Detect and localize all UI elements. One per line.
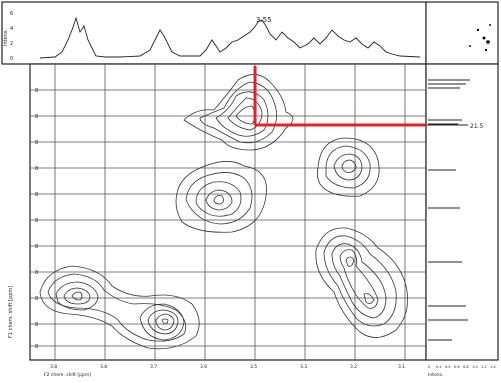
right-tick-label: 0.8 bbox=[463, 365, 469, 369]
contour-peak bbox=[316, 137, 380, 197]
main-2d-panel[interactable] bbox=[29, 63, 427, 361]
left-tick-label: 8 bbox=[35, 322, 38, 328]
bottom-tick-label: 3.8 bbox=[100, 364, 107, 370]
contour-peak bbox=[39, 265, 200, 350]
top-tick-label: 6 bbox=[10, 11, 13, 17]
right-tick-label: 0.2 bbox=[436, 365, 442, 369]
corner-noise bbox=[469, 24, 491, 52]
peak-marker-lines[interactable] bbox=[253, 66, 426, 127]
contour-peak bbox=[175, 161, 267, 233]
bottom-tick-label: 3.3 bbox=[300, 364, 307, 370]
left-tick-label: 8 bbox=[35, 114, 38, 120]
right-projection-panel bbox=[425, 63, 499, 361]
bottom-tick-label: 3.2 bbox=[350, 364, 357, 370]
left-tick-label: 8 bbox=[35, 166, 38, 172]
top-tick-label: 2 bbox=[10, 41, 13, 47]
bottom-tick-label: 3.7 bbox=[150, 364, 157, 370]
left-tick-label: 8 bbox=[35, 296, 38, 302]
right-tick-label: 1.4 bbox=[490, 365, 496, 369]
left-tick-label: 8 bbox=[35, 344, 38, 350]
right-tick-label: 1.0 bbox=[472, 365, 478, 369]
left-tick-label: 8 bbox=[35, 88, 38, 94]
left-tick-label: 8 bbox=[35, 192, 38, 198]
bottom-tick-label: 3.1 bbox=[398, 364, 405, 370]
contour-peak bbox=[183, 74, 294, 151]
top-projection-panel bbox=[1, 1, 427, 65]
contour-peak bbox=[315, 227, 409, 338]
left-tick-label: 8 bbox=[35, 270, 38, 276]
right-axis-label: Intens. bbox=[428, 372, 443, 378]
corner-panel bbox=[425, 1, 499, 65]
top-axis-label: Intens. bbox=[3, 29, 9, 46]
top-tick-label: 4 bbox=[10, 26, 13, 32]
left-tick-label: 8 bbox=[35, 218, 38, 224]
marker-y-value: 21.5 bbox=[470, 123, 484, 130]
top-tick-label: 0 bbox=[10, 56, 13, 62]
right-projection-trace bbox=[428, 79, 470, 341]
left-axis-label: F1 chem. shift [ppm] bbox=[8, 286, 14, 338]
right-bottom-ticks: 0 0.2 0.4 0.6 0.8 1.0 1.2 1.4 bbox=[428, 365, 496, 369]
bottom-tick-label: 3.6 bbox=[200, 364, 207, 370]
right-tick-label: 0.4 bbox=[445, 365, 451, 369]
right-tick-label: 0.6 bbox=[454, 365, 460, 369]
left-tick-label: 8 bbox=[35, 140, 38, 146]
bottom-tick-label: 3.5 bbox=[250, 364, 257, 370]
top-axis-ticks: 6 4 2 0 bbox=[10, 11, 13, 62]
bottom-tick-label: 3.8 bbox=[50, 364, 57, 370]
left-axis-ticks: 8 8 8 8 8 8 8 8 8 8 8 bbox=[35, 88, 38, 350]
right-tick-label: 0 bbox=[428, 365, 431, 369]
left-tick-label: 8 bbox=[35, 244, 38, 250]
top-projection-trace bbox=[39, 16, 421, 59]
marker-x-value: 3.55 bbox=[256, 16, 272, 24]
contour-peaks bbox=[39, 74, 409, 350]
bottom-axis-label: F2 chem. shift [ppm] bbox=[44, 372, 91, 378]
right-tick-label: 1.2 bbox=[481, 365, 487, 369]
bottom-axis-ticks: 3.8 3.8 3.7 3.6 3.5 3.3 3.2 3.1 bbox=[50, 364, 405, 370]
